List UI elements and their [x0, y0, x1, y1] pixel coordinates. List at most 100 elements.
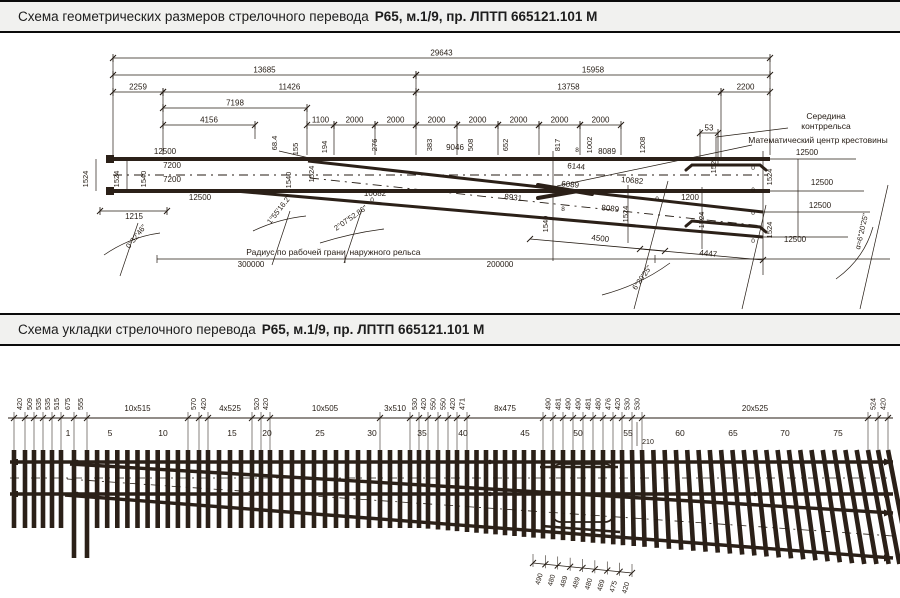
svg-text:25: 25: [315, 428, 325, 438]
svg-text:471: 471: [458, 398, 467, 410]
svg-text:65: 65: [728, 428, 738, 438]
svg-text:210: 210: [642, 439, 654, 446]
svg-text:4500: 4500: [591, 233, 610, 244]
svg-text:555: 555: [76, 398, 85, 410]
svg-text:817: 817: [553, 139, 562, 152]
svg-text:8089: 8089: [598, 147, 616, 156]
svg-text:10: 10: [158, 428, 168, 438]
section1-title: Схема геометрических размеров стрелочног…: [18, 9, 369, 24]
svg-text:2259: 2259: [129, 83, 147, 92]
svg-text:Математический центр крестовин: Математический центр крестовины: [748, 135, 887, 145]
svg-text:1524: 1524: [765, 169, 774, 186]
svg-text:15958: 15958: [582, 66, 605, 75]
sleeper-layout-diagram: 420 509 535 535 515 675 555 10x515 570 420 4x525 52…: [8, 398, 900, 595]
svg-text:420: 420: [15, 398, 24, 410]
svg-text:550: 550: [439, 398, 448, 410]
svg-text:420: 420: [621, 581, 631, 594]
svg-text:10x515: 10x515: [124, 404, 151, 413]
svg-text:2°07'52.86": 2°07'52.86": [332, 203, 369, 233]
svg-text:70: 70: [780, 428, 790, 438]
svg-text:12500: 12500: [189, 193, 212, 202]
svg-text:0: 0: [751, 210, 755, 217]
svg-text:2000: 2000: [387, 116, 405, 125]
svg-text:0: 0: [655, 196, 659, 203]
svg-text:1: 1: [66, 428, 71, 438]
svg-text:0: 0: [751, 165, 755, 172]
svg-text:481: 481: [554, 398, 563, 410]
svg-text:2000: 2000: [428, 116, 446, 125]
svg-text:276: 276: [370, 139, 379, 152]
svg-text:200000: 200000: [487, 260, 514, 269]
svg-text:4x525: 4x525: [219, 404, 241, 413]
svg-text:8x475: 8x475: [494, 404, 516, 413]
svg-text:420: 420: [879, 398, 888, 410]
svg-text:550: 550: [429, 398, 438, 410]
section1-header: Схема геометрических размеров стрелочног…: [0, 0, 900, 33]
svg-text:45: 45: [520, 428, 530, 438]
svg-text:420: 420: [261, 398, 270, 410]
svg-text:13758: 13758: [557, 83, 580, 92]
svg-text:8: 8: [561, 206, 565, 213]
svg-text:1540: 1540: [541, 216, 550, 233]
svg-text:3x510: 3x510: [384, 404, 406, 413]
svg-text:75: 75: [833, 428, 843, 438]
svg-text:2200: 2200: [737, 83, 755, 92]
svg-text:1524: 1524: [81, 171, 90, 188]
svg-text:2000: 2000: [469, 116, 487, 125]
svg-text:8: 8: [575, 147, 579, 154]
svg-text:490: 490: [574, 398, 583, 410]
svg-text:4156: 4156: [200, 116, 218, 125]
svg-text:481: 481: [584, 398, 593, 410]
svg-text:7200: 7200: [163, 175, 181, 184]
svg-text:1215: 1215: [125, 212, 143, 221]
svg-text:α=6°20'25": α=6°20'25": [853, 212, 870, 250]
svg-text:30: 30: [367, 428, 377, 438]
svg-text:12500: 12500: [796, 148, 819, 157]
svg-text:0: 0: [751, 238, 755, 245]
svg-text:1524: 1524: [621, 206, 630, 223]
svg-text:155: 155: [291, 143, 300, 156]
svg-text:60: 60: [675, 428, 685, 438]
svg-text:489: 489: [597, 579, 607, 592]
svg-text:0: 0: [751, 187, 755, 194]
svg-text:1524: 1524: [697, 212, 706, 229]
section2-title: Схема укладки стрелочного перевода: [18, 322, 256, 337]
svg-text:35: 35: [417, 428, 427, 438]
svg-text:490: 490: [535, 573, 545, 586]
svg-text:1524: 1524: [307, 166, 316, 183]
svg-text:480: 480: [547, 574, 557, 587]
svg-text:9046: 9046: [446, 143, 464, 152]
svg-text:6144: 6144: [567, 161, 586, 172]
svg-text:520: 520: [252, 398, 261, 410]
svg-text:10x505: 10x505: [312, 404, 339, 413]
svg-text:1540: 1540: [139, 171, 148, 188]
geometry-diagram: 29643 13685 15958 2259 11426 13758 2200 7198 415…: [81, 49, 890, 310]
svg-text:10682: 10682: [364, 189, 387, 198]
svg-text:10682: 10682: [621, 175, 644, 186]
svg-text:2000: 2000: [346, 116, 364, 125]
svg-text:50: 50: [573, 428, 583, 438]
svg-text:2000: 2000: [510, 116, 528, 125]
svg-text:2000: 2000: [551, 116, 569, 125]
svg-text:1540: 1540: [284, 172, 293, 189]
svg-text:1524: 1524: [112, 171, 121, 188]
svg-text:480: 480: [584, 578, 594, 591]
svg-text:0: 0: [370, 197, 374, 204]
svg-text:524: 524: [869, 398, 878, 410]
svg-text:7198: 7198: [226, 99, 244, 108]
svg-text:Радиус по рабочей грани: Радиус по рабочей грани: [246, 247, 346, 257]
svg-text:12500: 12500: [809, 201, 832, 210]
svg-text:489: 489: [572, 576, 582, 589]
svg-text:570: 570: [189, 398, 198, 410]
section1-title-bold: Р65, м.1/9, пр. ЛПТП 665121.101 М: [374, 9, 598, 24]
svg-text:535: 535: [34, 398, 43, 410]
svg-text:509: 509: [25, 398, 34, 410]
svg-text:420: 420: [199, 398, 208, 410]
svg-text:Середина: Середина: [806, 111, 846, 121]
svg-text:480: 480: [594, 398, 603, 410]
svg-text:515: 515: [52, 398, 61, 410]
svg-text:53: 53: [705, 124, 714, 133]
svg-text:68.4: 68.4: [270, 136, 279, 151]
svg-text:12500: 12500: [154, 147, 177, 156]
